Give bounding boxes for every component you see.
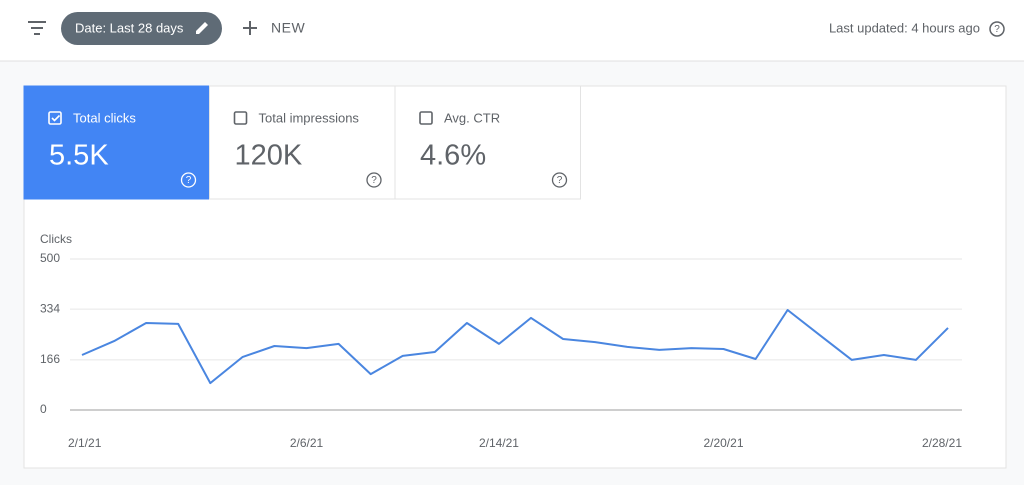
checkmark xyxy=(51,114,61,122)
x-tick-label: 2/14/21 xyxy=(479,436,519,450)
x-tick-label: 2/6/21 xyxy=(290,436,324,450)
metric-tiles: Total clicks 5.5K? Total impressions 120K? A… xyxy=(23,85,581,200)
last-updated: Last updated: 4 hours ago xyxy=(829,20,980,35)
metric-label: Total clicks xyxy=(73,110,136,125)
metric-value: 120K xyxy=(235,140,303,172)
y-tick-label: 0 xyxy=(40,402,47,416)
svg-text:?: ? xyxy=(994,24,1000,35)
help-mark: ? xyxy=(371,175,377,186)
filter-icon[interactable] xyxy=(28,21,46,35)
date-chip[interactable] xyxy=(61,12,222,45)
help-mark: ? xyxy=(186,175,192,186)
help-icon[interactable] xyxy=(180,172,197,188)
x-tick-label: 2/28/21 xyxy=(922,436,962,450)
help-icon[interactable] xyxy=(366,172,382,188)
new-button[interactable]: NEW xyxy=(271,20,305,36)
chart: Clicks 0 166 334 500 2/1/21 2/6/21 2/14/21 2/20… xyxy=(40,232,962,450)
metric-checkbox[interactable] xyxy=(48,111,62,125)
date-chip-label: Date: Last 28 days xyxy=(75,20,184,35)
metric-label: Avg. CTR xyxy=(444,110,500,125)
y-axis-label: Clicks xyxy=(40,232,72,246)
y-tick-label: 500 xyxy=(40,251,60,265)
y-tick-label: 334 xyxy=(40,301,60,315)
metric-tile[interactable] xyxy=(394,85,581,200)
help-icon[interactable] xyxy=(551,172,568,188)
metric-tile[interactable] xyxy=(209,85,396,200)
x-tick-label: 2/1/21 xyxy=(68,436,102,450)
metric-tile[interactable] xyxy=(23,85,210,200)
metric-value: 4.6% xyxy=(420,140,486,172)
y-tick-label: 166 xyxy=(40,352,60,366)
clicks-line xyxy=(81,309,949,385)
x-tick-label: 2/20/21 xyxy=(703,436,743,450)
help-icon[interactable]: ? xyxy=(989,21,1005,37)
edit-icon[interactable] xyxy=(196,22,208,34)
help-mark: ? xyxy=(557,175,563,186)
metric-checkbox[interactable] xyxy=(419,111,433,125)
metric-checkbox[interactable] xyxy=(233,111,248,125)
plus-icon[interactable] xyxy=(243,21,257,35)
metric-label: Total impressions xyxy=(259,110,360,125)
metric-value: 5.5K xyxy=(49,140,109,172)
